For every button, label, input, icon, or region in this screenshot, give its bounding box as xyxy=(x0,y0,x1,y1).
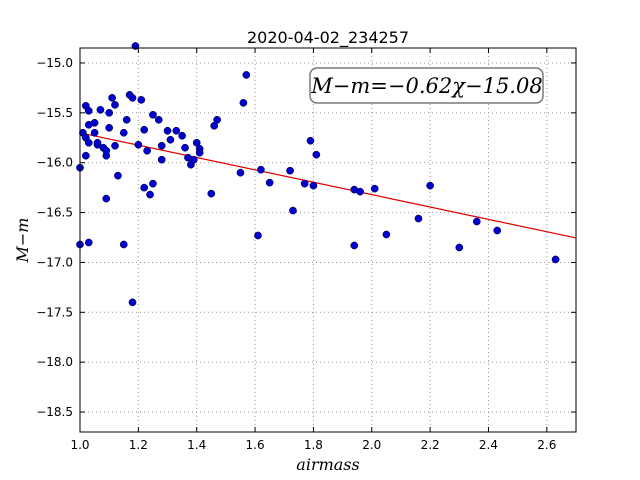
data-point xyxy=(128,94,137,102)
y-tick-label: −15.5 xyxy=(36,106,73,120)
data-point xyxy=(140,183,149,192)
x-tick-labels: 1.0 1.2 1.4 1.6 1.8 2.0 2.2 2.4 2.6 xyxy=(70,438,556,452)
data-point xyxy=(122,115,131,124)
x-tick-label: 2.6 xyxy=(537,438,556,452)
data-point xyxy=(382,230,391,239)
data-point xyxy=(84,138,93,147)
y-tick-label: −16.0 xyxy=(36,156,73,170)
y-tick-label: −17.0 xyxy=(36,255,73,269)
data-point xyxy=(472,217,481,226)
data-point xyxy=(493,226,502,235)
data-point xyxy=(119,240,128,249)
data-point xyxy=(137,96,146,104)
data-point xyxy=(207,189,216,198)
data-point xyxy=(254,231,262,240)
data-point xyxy=(189,155,198,164)
plot-frame xyxy=(79,47,577,433)
data-point xyxy=(172,126,181,135)
data-point xyxy=(239,99,248,107)
data-point xyxy=(102,194,111,203)
data-point xyxy=(370,184,379,193)
data-point xyxy=(455,243,464,252)
points-layer xyxy=(76,42,560,307)
data-point xyxy=(105,123,114,132)
data-point xyxy=(111,101,119,109)
data-point xyxy=(157,155,166,164)
x-tick-label: 2.4 xyxy=(479,438,498,452)
y-tick-labels: −15.0 −15.5 −16.0 −16.5 −17.0 −17.5 −18.0 −18.5 xyxy=(36,56,73,419)
data-point xyxy=(108,94,116,102)
data-point xyxy=(265,178,274,187)
data-point xyxy=(242,71,251,79)
data-point xyxy=(149,110,157,119)
data-point xyxy=(143,146,151,155)
data-point xyxy=(163,126,172,135)
data-point xyxy=(114,171,122,180)
fit-layer xyxy=(79,132,577,239)
data-point xyxy=(236,168,245,177)
x-tick-label: 1.6 xyxy=(246,438,265,452)
x-tick-label: 2.0 xyxy=(362,438,381,452)
y-tick-label: −15.0 xyxy=(36,56,73,70)
data-point xyxy=(128,298,137,307)
data-point xyxy=(119,128,128,137)
data-point xyxy=(309,181,318,190)
x-tick-label: 1.4 xyxy=(187,438,206,452)
fit-line xyxy=(79,132,577,239)
data-point xyxy=(90,128,99,137)
y-tick-label: −18.0 xyxy=(36,355,73,369)
data-point xyxy=(154,115,163,124)
x-tick-label: 1.8 xyxy=(304,438,323,452)
data-point xyxy=(178,131,186,140)
x-axis-label: airmass xyxy=(296,455,359,474)
data-point xyxy=(286,166,294,175)
data-point xyxy=(96,105,105,114)
data-point xyxy=(306,136,315,145)
data-point xyxy=(257,165,265,174)
data-point xyxy=(84,238,93,247)
grid xyxy=(79,48,576,432)
data-point xyxy=(134,140,143,149)
data-point xyxy=(157,141,166,150)
data-point xyxy=(105,108,114,117)
data-point xyxy=(300,179,309,188)
data-point xyxy=(166,135,175,144)
x-tick-label: 1.2 xyxy=(129,438,148,452)
data-point xyxy=(414,214,423,223)
fit-annotation: M−m=−0.62χ−15.08 xyxy=(309,67,544,104)
data-point xyxy=(93,138,102,147)
data-point xyxy=(149,179,157,188)
data-point xyxy=(312,150,321,159)
data-point xyxy=(213,115,221,124)
axis-ticks xyxy=(79,48,576,432)
data-point xyxy=(289,206,297,215)
plot-area xyxy=(80,48,576,432)
y-axis-label: M−m xyxy=(13,218,32,264)
annotation-box xyxy=(309,67,544,104)
data-point xyxy=(356,187,364,196)
data-point xyxy=(102,146,111,155)
data-point xyxy=(81,151,90,160)
data-point xyxy=(90,118,99,127)
annotation-text: M−m=−0.62χ−15.08 xyxy=(310,74,542,98)
data-point xyxy=(140,125,149,134)
data-point xyxy=(426,181,434,190)
data-point xyxy=(146,190,154,199)
data-point xyxy=(181,143,189,152)
data-point xyxy=(551,255,560,264)
y-tick-label: −17.5 xyxy=(36,305,73,319)
data-point xyxy=(195,148,204,157)
data-point xyxy=(111,141,119,150)
y-tick-label: −18.5 xyxy=(36,405,73,419)
y-tick-label: −16.5 xyxy=(36,206,73,220)
data-point xyxy=(350,241,359,250)
chart-title: 2020-04-02_234257 xyxy=(247,28,409,48)
data-point xyxy=(84,106,93,115)
x-tick-label: 2.2 xyxy=(421,438,440,452)
x-tick-label: 1.0 xyxy=(70,438,89,452)
